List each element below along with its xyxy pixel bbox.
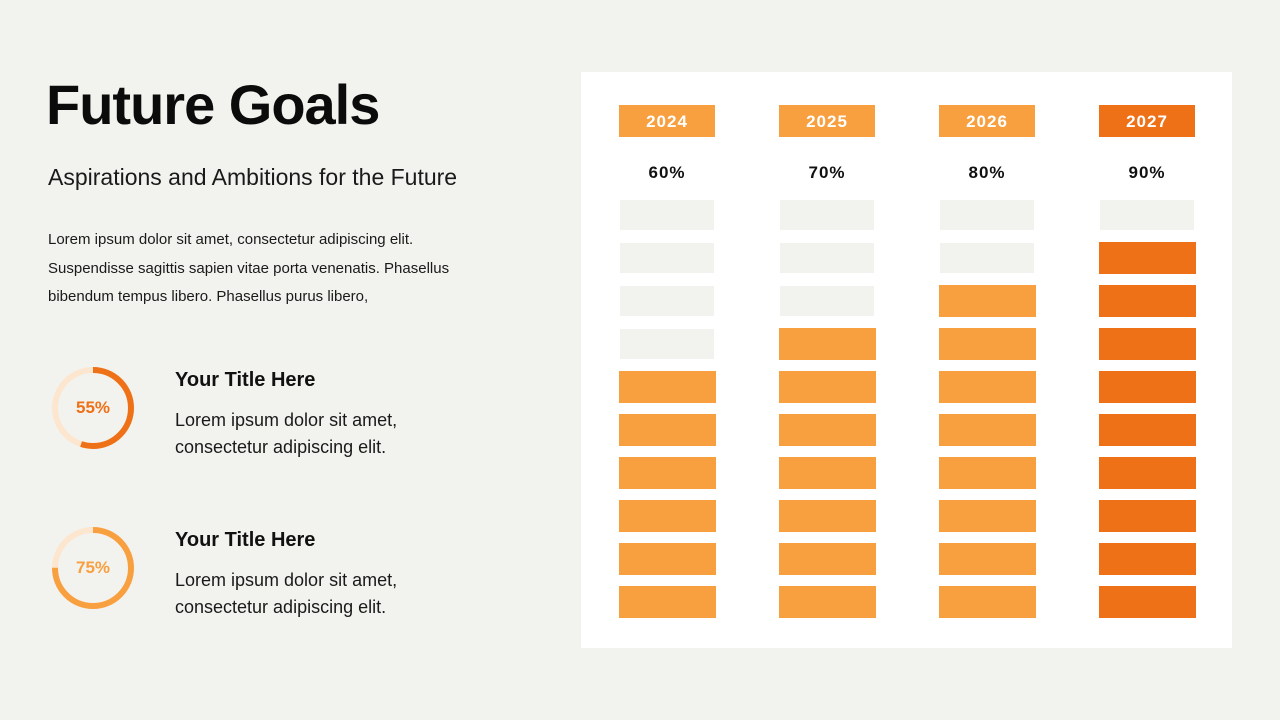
bar-segment-2024-6	[619, 414, 716, 446]
kpi-block-1: 55% Your Title Here Lorem ipsum dolor si…	[48, 363, 528, 463]
bar-segment-2026-3	[939, 285, 1036, 317]
bar-segment-2024-4	[620, 329, 714, 359]
year-header-2025	[779, 105, 875, 137]
year-label-2025: 2025	[806, 112, 848, 131]
intro-paragraph: Lorem ipsum dolor sit amet, consectetur …	[48, 231, 450, 305]
progress-ring-2: 75%	[48, 523, 138, 613]
bar-segment-2026-5	[939, 371, 1036, 403]
bar-segment-2025-6	[779, 414, 876, 446]
year-header-2024	[619, 105, 715, 137]
kpi-block-2: 75% Your Title Here Lorem ipsum dolor si…	[48, 523, 528, 623]
bar-column-2027: 2027 90%	[1099, 105, 1196, 618]
bar-segment-2027-6	[1099, 414, 1196, 446]
value-label-2027: 90%	[1128, 163, 1165, 182]
bar-segment-2027-4	[1099, 328, 1196, 360]
progress-ring-1: 55%	[48, 363, 138, 453]
bar-segment-2024-2	[620, 243, 714, 273]
year-header-2026	[939, 105, 1035, 137]
bar-segment-2027-3	[1099, 285, 1196, 317]
bar-segment-2024-8	[619, 500, 716, 532]
bar-segment-2027-1	[1100, 200, 1194, 230]
bar-segment-2027-8	[1099, 500, 1196, 532]
bar-segment-2025-8	[779, 500, 876, 532]
bar-segment-2025-5	[779, 371, 876, 403]
bar-segment-2026-7	[939, 457, 1036, 489]
value-label-2025: 70%	[808, 163, 845, 182]
bar-segment-2024-5	[619, 371, 716, 403]
bar-segment-2026-2	[940, 243, 1034, 273]
bar-segment-2026-6	[939, 414, 1036, 446]
bar-segment-2024-9	[619, 543, 716, 575]
kpi-description-2: Lorem ipsum dolor sit amet, consectetur …	[175, 570, 398, 617]
bar-segment-2025-4	[779, 328, 876, 360]
goals-bar-chart: 2024 60% 2025 70% 2026 80% 2027 90%	[619, 105, 1196, 618]
year-header-2027	[1099, 105, 1195, 137]
goals-chart-card: 2024 60% 2025 70% 2026 80% 2027 90%	[581, 72, 1232, 648]
value-label-2026: 80%	[968, 163, 1005, 182]
bar-segment-2024-1	[620, 200, 714, 230]
page-subtitle: Aspirations and Ambitions for the Future	[48, 164, 458, 190]
bar-column-2026: 2026 80%	[939, 105, 1036, 618]
bar-segment-2025-7	[779, 457, 876, 489]
progress-ring-fill-2	[52, 527, 134, 609]
bar-segment-2026-1	[940, 200, 1034, 230]
bar-segment-2027-7	[1099, 457, 1196, 489]
kpi-title-1: Your Title Here	[175, 369, 316, 391]
kpi-description-1: Lorem ipsum dolor sit amet, consectetur …	[175, 410, 398, 457]
progress-ring-percent-1: 55%	[75, 398, 111, 417]
kpi-title-2: Your Title Here	[175, 529, 316, 551]
bar-column-2024: 2024 60%	[619, 105, 716, 618]
bar-segment-2026-4	[939, 328, 1036, 360]
bar-segment-2024-7	[619, 457, 716, 489]
page-title: Future Goals	[46, 73, 380, 136]
bar-segment-2024-3	[620, 286, 714, 316]
year-label-2027: 2027	[1126, 112, 1168, 131]
value-label-2024: 60%	[648, 163, 685, 182]
bar-segment-2025-3	[780, 286, 874, 316]
bar-column-2025: 2025 70%	[779, 105, 876, 618]
progress-ring-percent-2: 75%	[75, 558, 111, 577]
bar-segment-2025-1	[780, 200, 874, 230]
bar-segment-2026-9	[939, 543, 1036, 575]
bar-segment-2025-9	[779, 543, 876, 575]
bar-segment-2025-10	[779, 586, 876, 618]
bar-segment-2026-8	[939, 500, 1036, 532]
year-label-2026: 2026	[966, 112, 1008, 131]
bar-segment-2027-9	[1099, 543, 1196, 575]
bar-segment-2026-10	[939, 586, 1036, 618]
bar-segment-2027-2	[1099, 242, 1196, 274]
progress-ring-svg-2	[52, 527, 134, 609]
bar-segment-2025-2	[780, 243, 874, 273]
year-label-2024: 2024	[646, 112, 688, 131]
bar-segment-2027-5	[1099, 371, 1196, 403]
bar-segment-2027-10	[1099, 586, 1196, 618]
progress-ring-svg-1	[52, 367, 134, 449]
progress-ring-fill-1	[52, 367, 134, 449]
bar-segment-2024-10	[619, 586, 716, 618]
